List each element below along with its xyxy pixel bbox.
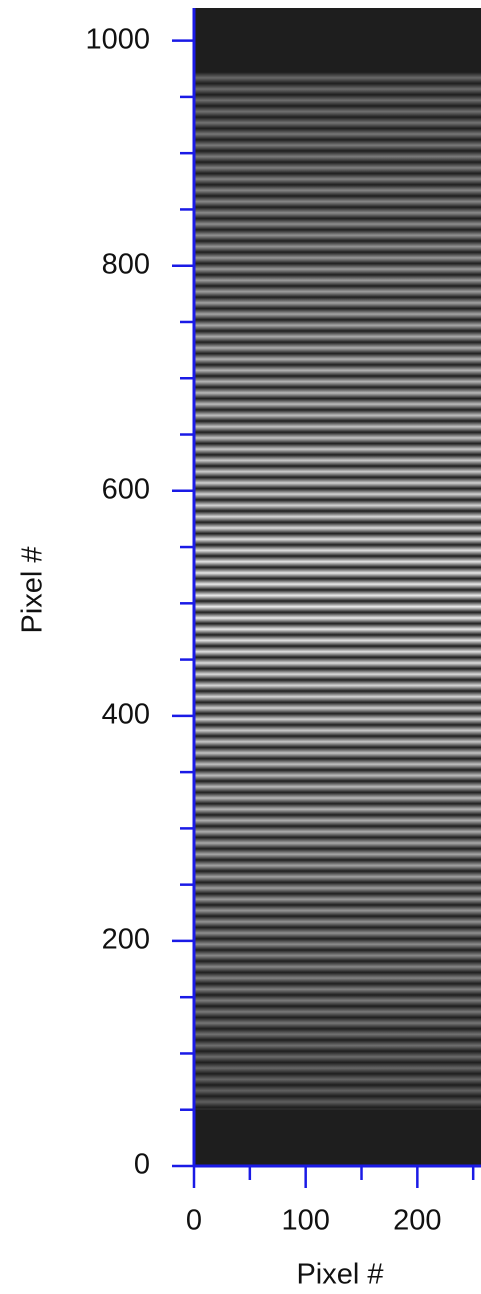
y-tick-label: 800 [102,248,150,280]
x-axis-label: Pixel # [296,1259,383,1291]
x-tick-label: 100 [281,1205,329,1237]
y-tick-label: 0 [134,1149,150,1181]
y-tick-label: 600 [102,473,150,505]
y-tick-label: 1000 [85,23,150,55]
y-tick-label: 200 [102,924,150,956]
y-tick-label: 400 [102,699,150,731]
fringes [194,72,481,1110]
x-tick-label: 0 [186,1205,202,1237]
y-axis-label: Pixel # [17,546,49,633]
x-tick-label: 200 [393,1205,441,1237]
